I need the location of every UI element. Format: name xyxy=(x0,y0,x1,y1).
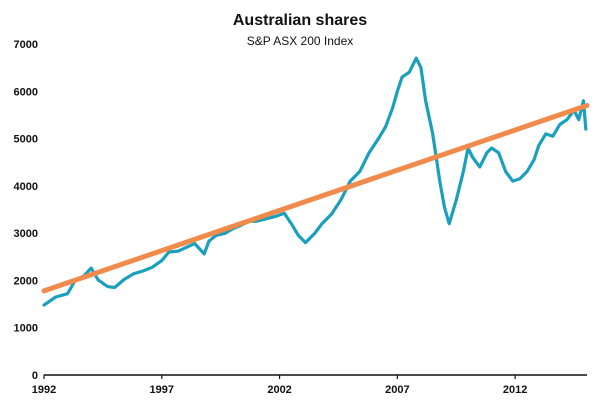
x-tick-label-2012: 2012 xyxy=(503,384,527,396)
x-tick-label-2007: 2007 xyxy=(385,384,409,396)
chart-title: Australian shares xyxy=(233,12,367,29)
chart-subtitle: S&P ASX 200 Index xyxy=(247,34,354,48)
y-tick-label-3000: 3000 xyxy=(14,228,38,240)
series-layer xyxy=(41,56,590,307)
y-tick-label-1000: 1000 xyxy=(14,323,38,335)
y-tick-label-2000: 2000 xyxy=(14,275,38,287)
series-line-trend xyxy=(41,102,590,294)
y-axis-ticks: 0 1000 2000 3000 4000 5000 6000 7000 xyxy=(14,39,38,382)
y-tick-label-4000: 4000 xyxy=(14,181,38,193)
y-tick-label-6000: 6000 xyxy=(14,86,38,98)
x-tick-label-2002: 2002 xyxy=(267,384,291,396)
x-tick-label-1997: 1997 xyxy=(150,384,174,396)
y-tick-label-5000: 5000 xyxy=(14,134,38,146)
y-tick-label-7000: 7000 xyxy=(14,39,38,51)
x-tick-label-1992: 1992 xyxy=(32,384,56,396)
series-line-index xyxy=(42,56,588,307)
x-axis-ticks: 1992 1997 2002 2007 2012 xyxy=(32,375,527,396)
y-tick-label-0: 0 xyxy=(32,370,38,382)
